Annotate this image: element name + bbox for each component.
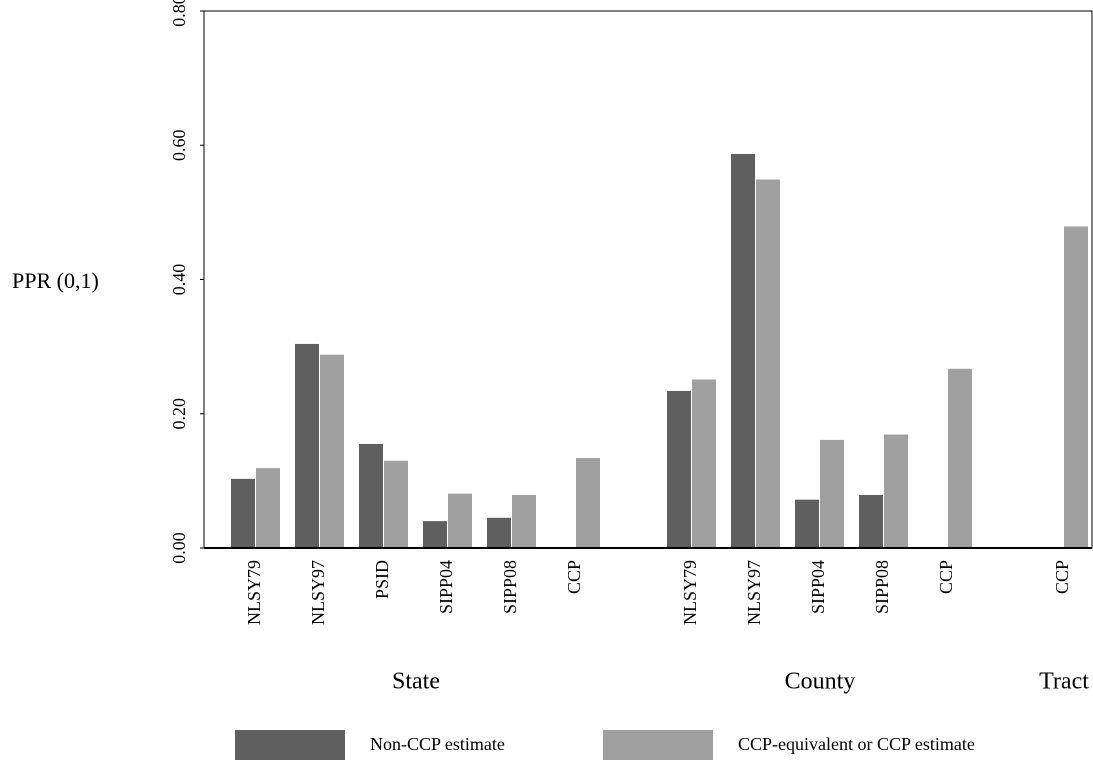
legend-label: Non-CCP estimate	[370, 734, 505, 754]
bar	[667, 390, 691, 548]
x-tick-label: SIPP04	[808, 560, 828, 614]
bar	[756, 179, 780, 548]
bar	[795, 499, 819, 548]
bar	[820, 439, 844, 548]
bar	[423, 521, 447, 548]
x-tick-label: PSID	[372, 560, 392, 599]
group-label: Tract	[1039, 669, 1089, 695]
bar	[884, 434, 908, 548]
bar	[731, 153, 755, 548]
x-tick-label: NLSY79	[244, 560, 264, 625]
bar	[256, 468, 280, 548]
bar	[576, 458, 600, 548]
group-label: State	[392, 669, 440, 695]
legend-swatch	[235, 730, 345, 760]
y-tick-label: 0.80	[169, 0, 189, 27]
x-tick-label: NLSY97	[308, 560, 328, 625]
bar	[1064, 226, 1088, 548]
x-tick-label: NLSY97	[744, 560, 764, 625]
legend-label: CCP-equivalent or CCP estimate	[738, 734, 975, 754]
x-tick-label: NLSY79	[680, 560, 700, 625]
y-tick-label: 0.40	[169, 264, 189, 296]
bar	[384, 460, 408, 548]
y-tick-label: 0.00	[169, 532, 189, 564]
bar	[231, 478, 255, 548]
bar	[859, 494, 883, 548]
bar	[692, 379, 716, 548]
y-tick-label: 0.20	[169, 398, 189, 430]
x-tick-label: CCP	[936, 560, 956, 594]
bar	[948, 368, 972, 548]
y-tick-label: 0.60	[169, 130, 189, 162]
group-label: County	[785, 669, 856, 695]
x-tick-label: SIPP04	[436, 560, 456, 614]
bar	[448, 493, 472, 548]
x-tick-label: CCP	[564, 560, 584, 594]
bar	[512, 494, 536, 548]
x-tick-label: CCP	[1052, 560, 1072, 594]
x-tick-label: SIPP08	[872, 560, 892, 614]
bar	[487, 517, 511, 548]
legend-swatch	[603, 730, 713, 760]
bar	[359, 443, 383, 548]
x-tick-label: SIPP08	[500, 560, 520, 614]
bar	[295, 343, 319, 548]
y-axis-title: PPR (0,1)	[12, 268, 99, 293]
bar	[320, 354, 344, 548]
